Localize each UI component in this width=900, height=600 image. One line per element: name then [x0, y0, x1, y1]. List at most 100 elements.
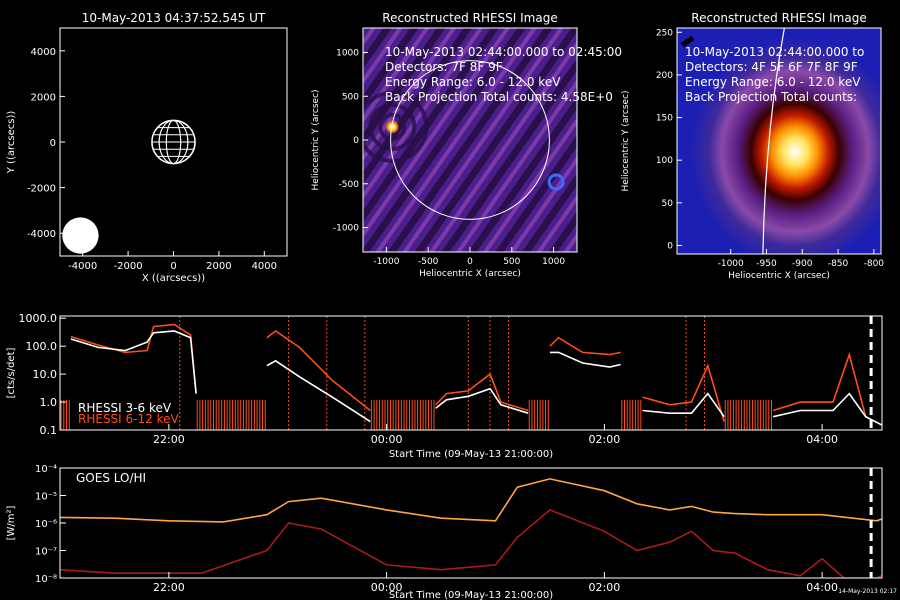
goes-ylabel: [W/m²] — [6, 505, 17, 540]
goes-legend: GOES LO/HI — [76, 471, 146, 485]
fulldisk-xlabel: Heliocentric X (arcsec) — [419, 269, 521, 279]
sun-map-xtick-label: 2000 — [206, 261, 231, 272]
lc-series-white — [70, 330, 197, 394]
zoom-limb — [762, 28, 785, 254]
zoom-xtick-label: -1000 — [718, 259, 744, 269]
sun-map-ytick-label: -4000 — [27, 229, 56, 240]
sun-map-ytick-label: 2000 — [31, 92, 56, 103]
lc-xtick-label: 00:00 — [371, 433, 403, 446]
lc-series-white — [772, 392, 882, 426]
lc-ytick-label: 1.0 — [40, 396, 58, 409]
sun-map-xlabel: X ((arcsecs)) — [142, 273, 205, 284]
zoom-ylabel: Heliocentric Y (arcsec) — [621, 90, 631, 191]
goes-series-lo — [60, 478, 882, 523]
lc-ytick-label: 100.0 — [26, 340, 58, 353]
fulldisk-ytick-label: 0 — [353, 136, 359, 146]
lc-ytick-label: 1000.0 — [19, 312, 58, 325]
fulldisk-annotation-line: Detectors: 7F 8F 9F — [385, 60, 503, 74]
goes-ytick-label: 10⁻⁶ — [35, 519, 57, 530]
fulldisk-xtick-label: 0 — [467, 257, 473, 267]
fulldisk-annotation-line: 10-May-2013 02:44:00.000 to 02:45:00 — [385, 45, 622, 59]
goes-panel: 10⁻⁸ 10⁻⁷ 10⁻⁶ 10⁻⁵ 10⁻⁴ 22:00 00:00 02:00 04:00… — [6, 464, 897, 600]
zoom-ytick-label: 0 — [667, 241, 673, 251]
goes-series-hi — [60, 508, 882, 578]
fulldisk-annotation-line: Back Projection Total counts: 4.58E+0 — [385, 90, 613, 104]
zoom-xlabel: Heliocentric X (arcsec) — [728, 271, 830, 281]
goes-date-stamp: 14-May-2013 02:17 — [838, 588, 897, 595]
fulldisk-xtick-label: 1000 — [542, 257, 565, 267]
goes-ytick-label: 10⁻⁷ — [35, 547, 57, 558]
zoom-ytick-label: 50 — [662, 199, 674, 209]
sun-map-ylabel: Y ((arcsecs)) — [6, 111, 17, 175]
sun-map-xtick-label: 0 — [170, 261, 176, 272]
rhessi-fulldisk-panel: Reconstructed RHESSI Image 10-May-2013 02… — [311, 11, 622, 279]
lc-ytick-label: 10.0 — [33, 368, 58, 381]
zoom-ytick-label: 200 — [656, 71, 673, 81]
field-of-view-disk — [62, 217, 99, 254]
sun-map-xtick-label: 4000 — [252, 261, 277, 272]
goes-plot — [60, 468, 882, 578]
fulldisk-ylabel: Heliocentric Y (arcsec) — [311, 89, 321, 190]
lc-xlabel: Start Time (09-May-13 21:00:00) — [389, 449, 553, 460]
zoom-frame — [676, 27, 882, 255]
fulldisk-annotation-line: Energy Range: 6.0 - 12.0 keV — [385, 75, 561, 89]
zoom-annotation-line: Back Projection Total counts: — [685, 90, 857, 104]
zoom-ytick-label: 150 — [656, 114, 673, 124]
lc-series-white — [435, 387, 529, 414]
fulldisk-ring — [368, 102, 417, 151]
sun-map-ytick-label: 4000 — [31, 47, 56, 58]
lc-series-red — [549, 336, 621, 356]
rhessi-zoom-panel: Reconstructed RHESSI Image 10-May-2013 02… — [621, 11, 885, 281]
lc-series-white — [549, 351, 621, 368]
lc-ylabel: [cts/s/det] — [6, 348, 17, 399]
lc-frame — [59, 315, 883, 431]
lc-series-white — [642, 392, 725, 418]
fulldisk-ytick-label: -500 — [339, 180, 360, 190]
fulldisk-xtick-label: -1000 — [373, 257, 399, 267]
fulldisk-ring — [363, 90, 429, 163]
sun-longitude-line — [158, 119, 189, 165]
lc-series-white — [266, 359, 371, 423]
zoom-annotation-line: Energy Range: 6.0 - 12.0 keV — [685, 75, 861, 89]
rhessi-lightcurve-panel: 0.1 1.0 10.0 100.0 1000.0 22:00 00:00 02:00 04:0… — [6, 312, 883, 460]
fulldisk-source — [385, 119, 400, 134]
zoom-ytick-label: 100 — [656, 156, 673, 166]
goes-frame — [59, 467, 883, 579]
fulldisk-background — [363, 28, 577, 252]
fulldisk-ytick-label: 500 — [342, 92, 359, 102]
sun-map-panel: 10-May-2013 04:37:52.545 UT -4000 -2000 0 20… — [6, 11, 288, 284]
fulldisk-xtick-label: -500 — [418, 257, 439, 267]
zoom-title: Reconstructed RHESSI Image — [691, 11, 866, 25]
sun-map-title: 10-May-2013 04:37:52.545 UT — [82, 11, 266, 25]
lc-series-red — [642, 363, 725, 422]
zoom-xtick-label: -900 — [792, 259, 813, 269]
sun-map-xtick-label: -2000 — [114, 261, 143, 272]
goes-xtick-label: 00:00 — [371, 581, 403, 594]
fulldisk-xtick-label: 500 — [503, 257, 520, 267]
goes-xtick-label: 04:00 — [806, 581, 838, 594]
sun-map-ytick-label: -2000 — [27, 184, 56, 195]
zoom-image — [677, 28, 881, 254]
lc-plot — [60, 316, 882, 430]
lc-legend-entry: RHESSI 3-6 keV — [78, 401, 172, 415]
sun-map-ytick-label: 0 — [50, 138, 56, 149]
lc-series-red — [70, 323, 197, 394]
zoom-annotation-line: Detectors: 4F 5F 6F 7F 8F 9F — [685, 60, 858, 74]
zoom-source — [690, 36, 881, 254]
lc-series-red — [772, 351, 882, 426]
lc-ytick-label: 0.1 — [40, 424, 58, 437]
lc-xtick-label: 22:00 — [153, 433, 185, 446]
zoom-xtick-label: -800 — [864, 259, 885, 269]
lc-series-red — [435, 372, 529, 412]
goes-xtick-label: 02:00 — [589, 581, 621, 594]
fulldisk-ytick-label: -1000 — [333, 224, 359, 234]
fulldisk-blue-artifact — [547, 173, 565, 191]
goes-xlabel: Start Time (09-May-13 21:00:00) — [389, 590, 553, 600]
fulldisk-ring — [378, 112, 407, 141]
lc-xtick-label: 04:00 — [806, 433, 838, 446]
goes-xtick-label: 22:00 — [153, 581, 185, 594]
lc-legend-entry: RHESSI 6-12 keV — [78, 412, 179, 426]
zoom-annotation-line: 10-May-2013 02:44:00.000 to — [685, 45, 864, 59]
fulldisk-limb — [390, 60, 550, 220]
